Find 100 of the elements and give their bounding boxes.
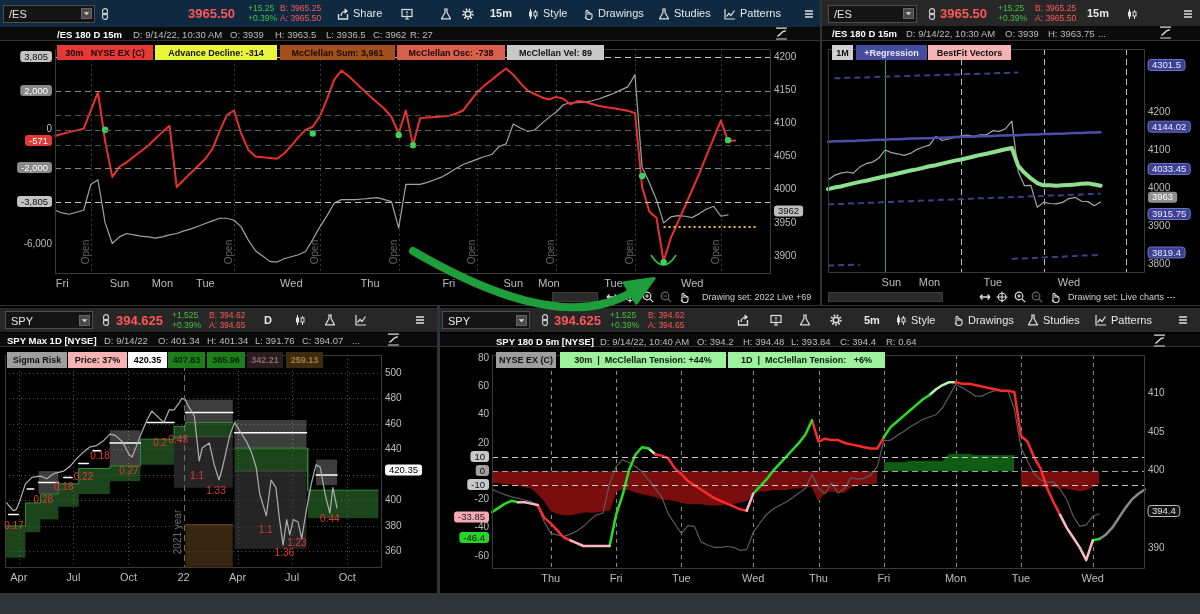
text: B: 3965.25 <box>1035 3 1077 13</box>
point <box>395 131 402 139</box>
annotation: Sigma Risk <box>7 352 67 368</box>
text: D: 9/14/22, 10:30 AM <box>906 27 996 39</box>
annotation: Open <box>80 239 92 265</box>
annotation: Open <box>710 239 722 265</box>
x-tick-label: Fri <box>442 276 456 289</box>
annotation: 1.33 <box>206 485 227 497</box>
text: Drawing set: 2022 Live +69 <box>702 291 812 302</box>
annotation: 1.23 <box>287 536 308 548</box>
y2-tick-label: 3900 <box>774 249 797 261</box>
text: C: 3962 <box>373 28 407 40</box>
annotation: 0.18 <box>90 449 111 461</box>
chart-title: /ES 180 D 15m <box>57 28 122 40</box>
text: 3962 <box>778 205 800 217</box>
symbol-field: /ES <box>828 4 917 23</box>
text: Style <box>543 7 568 19</box>
text: O: 401.34 <box>158 334 200 346</box>
text: Patterns <box>740 7 781 19</box>
y-tick-label: 80 <box>477 352 490 363</box>
annotation: Price: 37% <box>68 352 127 368</box>
x-tick-label: Apr <box>10 570 28 583</box>
text: +1.525 <box>610 309 637 320</box>
y2-tick-label: 405 <box>1148 425 1166 437</box>
x-tick-label: Mon <box>538 276 560 289</box>
text: +0.39% <box>172 319 202 330</box>
annotation: 420.35 <box>128 352 167 368</box>
x-tick-label: Wed <box>681 276 704 289</box>
text: H: 3963.5 <box>275 28 317 40</box>
text: O: 394.2 <box>697 335 734 347</box>
text: B: 394.62 <box>648 309 685 320</box>
symbol-field: /ES <box>3 4 95 23</box>
ref-line-label: 10 <box>474 450 486 462</box>
x-tick-label: 22 <box>177 570 190 583</box>
x-tick-label: Wed <box>741 571 765 584</box>
text: D: 9/14/22, 10:40 AM <box>600 335 690 347</box>
annotation: Open <box>223 239 235 265</box>
text: 3965.50 <box>940 6 987 21</box>
text: 4144.02 <box>1152 120 1187 132</box>
ref-line-label: -3,805 <box>21 195 48 207</box>
text: 3963 <box>1152 191 1174 203</box>
x-tick-label: Thu <box>541 571 561 584</box>
annotation: 1M <box>832 45 853 60</box>
text: D: 9/14/22, 10:30 AM <box>133 28 223 40</box>
y2-tick-label: 4150 <box>774 83 797 95</box>
annotation: Open <box>624 239 636 265</box>
text: 15m <box>1087 7 1110 19</box>
point <box>309 130 316 137</box>
x-tick-label: Jul <box>285 570 300 583</box>
text: L: 3936.5 <box>326 28 366 40</box>
text: +15.25 <box>998 3 1025 13</box>
x-tick-label: Jul <box>66 570 81 583</box>
point <box>724 136 732 144</box>
text: ... <box>352 334 360 346</box>
y-tick-label: 440 <box>385 443 403 455</box>
y-tick-label: 500 <box>385 366 403 378</box>
annotation: NYSE EX (C) <box>496 352 557 368</box>
annotation: 342.21 <box>247 352 283 368</box>
text: Style <box>911 313 936 326</box>
y-tick-label: 400 <box>385 494 403 506</box>
text: R: 0.64 <box>886 335 917 347</box>
y-tick-label: 3900 <box>1148 219 1171 231</box>
text: 394.4 <box>1152 505 1176 517</box>
y-tick-label: -60 <box>474 549 490 561</box>
x-tick-label: Sun <box>503 276 524 289</box>
x-tick-label: Fri <box>55 276 69 289</box>
text: Drawing set: Live charts --- <box>1068 291 1176 302</box>
text: L: 391.76 <box>255 334 295 346</box>
symbol-field: SPY <box>5 311 93 329</box>
annotation: 0.17 <box>4 519 25 531</box>
x-tick-label: Sun <box>109 276 130 289</box>
annotation: 30m NYSE EX (C) <box>57 45 153 60</box>
text: A: 3965.50 <box>1035 13 1077 23</box>
text: 3965.50 <box>188 6 235 21</box>
ref-line-label: 2,000 <box>24 84 48 96</box>
line-series <box>827 192 1102 206</box>
symbol-field: SPY <box>442 311 530 329</box>
x-tick-label: Mon <box>944 571 967 584</box>
annotation: 1.1 <box>190 469 205 481</box>
chart-title: SPY 180 D 5m [NYSE] <box>496 335 595 347</box>
text: 5m <box>864 313 880 326</box>
y-tick-label: 40 <box>477 408 490 420</box>
annotation: Open <box>545 239 557 265</box>
y-tick-label: 460 <box>385 417 403 429</box>
text: O: 3939 <box>230 28 264 40</box>
text: B: 394.62 <box>209 309 246 320</box>
annotation: McClellan Sum: 3,961 <box>280 45 395 60</box>
x-tick-label: Mon <box>151 276 174 289</box>
y-tick-label: 480 <box>385 392 403 404</box>
annotation: 1D | McClellan Tension: +6% <box>728 352 885 368</box>
annotation: 30m | McClellan Tension: +44% <box>560 352 726 368</box>
x-tick-label: Thu <box>809 571 828 584</box>
text: +1.525 <box>172 309 199 320</box>
y-tick-label: 4100 <box>1148 143 1171 155</box>
text: 394.625 <box>554 312 601 328</box>
y2-tick-label: 4200 <box>774 50 797 62</box>
text: ... <box>1098 27 1106 39</box>
annotation: Open <box>388 239 400 265</box>
annotation: Advance Decline: -314 <box>155 45 277 60</box>
text: Studies <box>1043 313 1080 326</box>
